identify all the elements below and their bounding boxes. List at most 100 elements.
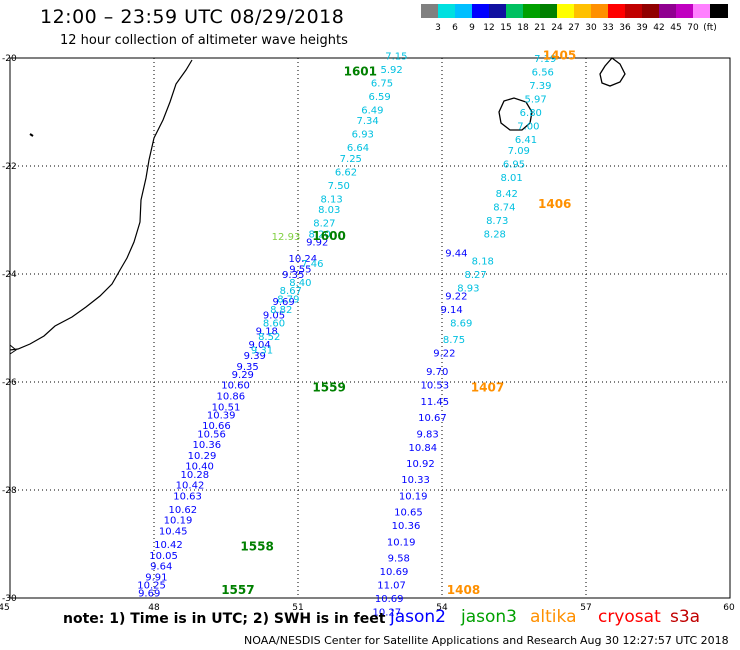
swh-value-jason2: 10.19 [164, 516, 193, 527]
scale-label: 21 [534, 23, 546, 33]
swh-value-jason3: 6.64 [347, 143, 369, 154]
legend-item-jason3: jason3 [461, 607, 517, 627]
scale-label: 70 [687, 23, 699, 33]
swh-value-jason3: 8.79 [277, 294, 299, 305]
swh-value-jason3: 8.03 [318, 205, 340, 216]
swh-value-jason3: 7.15 [385, 51, 407, 62]
scale-swatch [523, 4, 541, 18]
swh-value-jason3: 5.97 [524, 95, 546, 106]
swh-value-jason3: 8.18 [472, 257, 494, 268]
swh-value-jason2: 10.19 [399, 491, 428, 502]
swh-value-jason3: 7.00 [517, 122, 539, 133]
swh-value-jason3: 8.20 [308, 230, 330, 241]
swh-value-jason2: 9.18 [256, 327, 278, 338]
lon-tick-label: 45 [0, 603, 10, 613]
time-labels: 1601 1405 1406 1600 1559 1407 1558 1557 1408 [221, 48, 576, 597]
scale-swatch [472, 4, 490, 18]
swh-value-jason2: 10.36 [392, 521, 421, 532]
swh-value-jason2: 10.45 [159, 527, 188, 538]
scale-label: 9 [469, 23, 475, 33]
swh-value-jason3: 8.60 [263, 319, 285, 330]
generated-timestamp: Aug 30 12:27:57 UTC 2018 [580, 634, 729, 647]
swh-value-jason3: 6.56 [532, 68, 554, 79]
lon-tick-label: 51 [292, 603, 303, 613]
madagascar-coast-south [9, 344, 17, 355]
scale-swatch [693, 4, 711, 18]
scale-swatch [625, 4, 643, 18]
lon-tick-label: 48 [148, 603, 160, 613]
swh-value-jason3: 7.34 [356, 116, 378, 127]
swh-value-jason2: 10.40 [185, 462, 214, 473]
scale-label: 6 [452, 23, 458, 33]
lat-tick-label: -22 [2, 162, 17, 172]
scale-swatch [455, 4, 473, 18]
swh-value-jason2: 10.69 [380, 567, 409, 578]
swh-value-jason2: 10.56 [197, 429, 226, 440]
swh-value-jason3: 8.40 [289, 278, 311, 289]
swh-value-jason3: 8.28 [484, 230, 506, 241]
swh-value-jason3: 6.95 [503, 159, 525, 170]
scale-swatch [659, 4, 677, 18]
swh-value-jason3: 8.27 [464, 270, 486, 281]
lat-tick-label: -20 [2, 54, 17, 64]
note-text: note: 1) Time is in UTC; 2) SWH is in fe… [63, 611, 386, 627]
swh-value-jason2: 10.51 [212, 402, 241, 413]
swh-value-jason3: 8.42 [496, 189, 518, 200]
swh-value-jason3: 6.93 [352, 130, 374, 141]
swh-value-jason2: 10.42 [154, 540, 183, 551]
swh-value-jason3: 8.13 [320, 194, 342, 205]
swh-value-jason2: 9.22 [445, 292, 467, 303]
swh-value-jason2: 9.64 [150, 562, 172, 573]
swh-value-jason2: 9.04 [248, 340, 270, 351]
time-label: 1601 [344, 65, 377, 79]
swh-value-jason2: 9.44 [445, 248, 467, 259]
time-label: 1600 [312, 229, 345, 243]
swh-value-jason3: 7.50 [328, 181, 350, 192]
lat-tick-label: -26 [2, 378, 17, 388]
swh-value-jason2: 10.28 [180, 470, 209, 481]
swh-value-jason2: 9.69 [272, 297, 294, 308]
swh-value-jason2: 9.35 [282, 270, 304, 281]
swh-value-jason2: 10.65 [394, 508, 423, 519]
scale-label: 30 [585, 23, 597, 33]
map-subtitle: 12 hour collection of altimeter wave hei… [60, 33, 348, 48]
lon-tick-label: 60 [723, 603, 735, 613]
swh-value-jason3: 6.59 [368, 92, 390, 103]
swh-value-jason3: 5.92 [380, 65, 402, 76]
swh-value-jason2: 10.33 [401, 475, 430, 486]
swh-value-jason2: 10.66 [202, 421, 231, 432]
scale-label: 39 [636, 23, 648, 33]
lon-tick-label: 57 [580, 603, 591, 613]
swh-value-jason2: 9.39 [244, 351, 266, 362]
swh-value-jason2: 10.86 [216, 392, 245, 403]
legend-item-altika: altika [530, 607, 577, 627]
swh-value-jason3: 8.01 [500, 173, 522, 184]
scale-label: 3 [435, 23, 441, 33]
map-title: 12:00 – 23:59 UTC 08/29/2018 [40, 6, 345, 28]
swh-value-jason3: 8.69 [450, 319, 472, 330]
swh-value-jason3: 8.82 [270, 305, 292, 316]
longitude-labels: 45 48 51 54 57 60 [0, 603, 735, 613]
swh-value-jason2: 10.53 [420, 381, 449, 392]
scale-label: 24 [551, 23, 563, 33]
swh-value-jason3: 6.75 [371, 78, 393, 89]
swh-value-jason3: 7.25 [340, 154, 362, 165]
scale-swatch [591, 4, 609, 18]
scale-label: 45 [670, 23, 682, 33]
swh-value-jason2: 9.05 [263, 311, 285, 322]
plot-frame [9, 57, 731, 599]
swh-value-jason2: 10.84 [408, 443, 437, 454]
scale-swatch [540, 4, 558, 18]
swh-value-jason3: 8.67 [280, 286, 302, 297]
swh-value-jason2: 10.19 [387, 537, 416, 548]
swh-value-jason3: 7.09 [508, 146, 530, 157]
swh-value-jason3: 8.52 [258, 332, 280, 343]
scale-swatch [438, 4, 456, 18]
swh-value-jason3: 6.41 [515, 135, 537, 146]
time-label: 1557 [221, 583, 254, 597]
latitude-labels: -20 -22 -24 -26 -28 -30 [2, 54, 17, 604]
swh-value-jason2: 10.39 [207, 410, 236, 421]
time-label: 1406 [538, 197, 571, 211]
scale-swatch [608, 4, 626, 18]
